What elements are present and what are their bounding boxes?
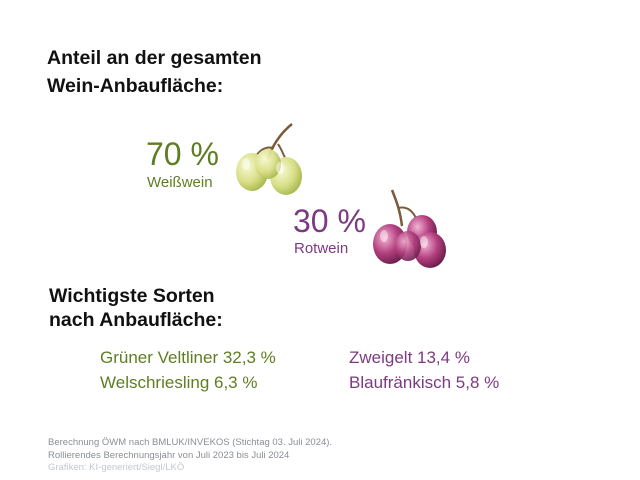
main-heading-line2: Wein-Anbaufläche: — [47, 75, 224, 97]
variety-welschriesling: Welschriesling 6,3 % — [100, 373, 258, 392]
main-heading-line1: Anteil an der gesamten — [47, 47, 262, 69]
white-wine-percent: 70 % — [146, 136, 219, 172]
varieties-heading-line2: nach Anbaufläche: — [49, 309, 223, 331]
varieties-heading-line1: Wichtigste Sorten — [49, 285, 215, 307]
footer-period: Rollierendes Berechnungsjahr von Juli 20… — [48, 450, 290, 461]
red-wine-percent: 30 % — [293, 203, 366, 239]
variety-gruener-veltliner: Grüner Veltliner 32,3 % — [100, 348, 276, 367]
variety-blaufraenkisch: Blaufränkisch 5,8 % — [349, 373, 500, 392]
variety-zweigelt: Zweigelt 13,4 % — [349, 348, 470, 367]
white-grapes-icon — [236, 123, 302, 195]
footer-source: Berechnung ÖWM nach BMLUK/INVEKOS (Stich… — [48, 437, 333, 448]
white-wine-label: Weißwein — [147, 174, 213, 191]
main-heading: Anteil an der gesamten Wein-Anbaufläche: — [47, 44, 407, 100]
red-grapes-icon — [373, 189, 446, 268]
footer-credits: Grafiken: KI-generiert/Siegl/LKÖ — [48, 462, 185, 473]
red-wine-label: Rotwein — [294, 240, 349, 257]
varieties-heading: Wichtigste Sorten nach Anbaufläche: — [49, 284, 349, 332]
